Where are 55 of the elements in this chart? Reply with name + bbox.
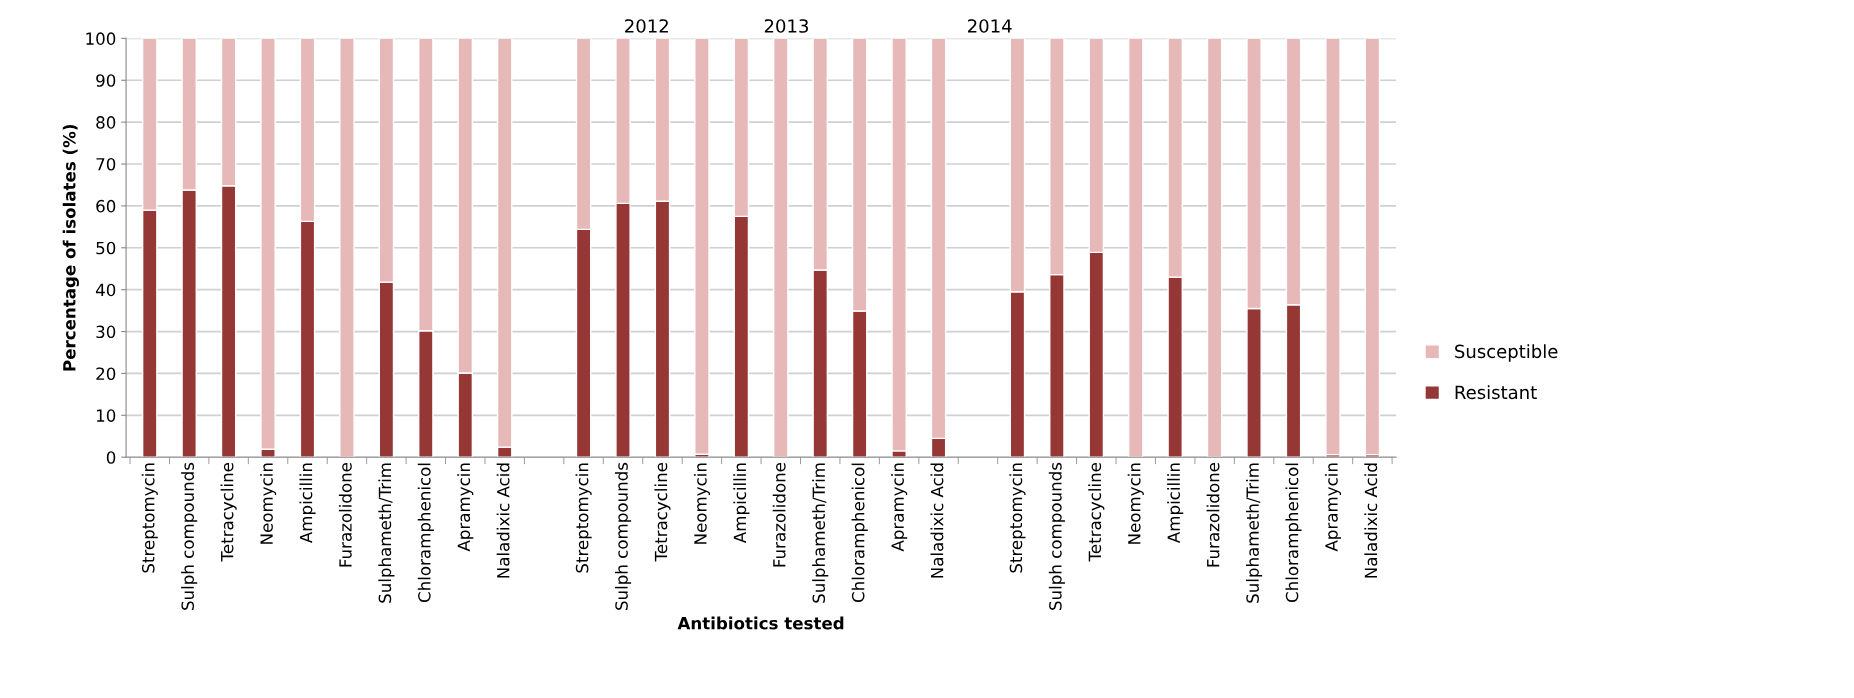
x-tick-label: Ampicillin	[733, 463, 750, 544]
bar	[339, 38, 355, 458]
text: 2013	[764, 19, 808, 33]
x-tick-label: Ampicillin	[1167, 463, 1184, 544]
x-tick-label: Neomycin	[259, 463, 277, 544]
y-tick-label: 100	[86, 32, 116, 45]
x-tick-label: Neomycin	[693, 463, 710, 544]
x-tick-label: Chloramphenicol	[851, 463, 868, 603]
x-tick-label: Furazolidone	[338, 462, 352, 567]
x-tick-label: Sulph compounds	[614, 462, 632, 610]
x-tick-label: Streptomycin	[141, 463, 158, 573]
y-tick-label: 70	[96, 157, 116, 171]
y-tick-label: 40	[95, 283, 116, 297]
bar	[1127, 38, 1144, 458]
x-tick-label: Sulphameth/Trim	[378, 463, 395, 603]
bar	[694, 38, 710, 455]
legend-label: Susceptible	[1455, 344, 1558, 362]
y-tick-label: 20	[96, 367, 116, 380]
x-tick-label: Sulph compounds	[1048, 462, 1065, 610]
x-tick-label: Ampicillin	[299, 463, 316, 544]
text: 2014	[968, 19, 1012, 33]
bar	[1364, 38, 1381, 456]
x-tick-label: Apramycin	[891, 463, 908, 552]
x-tick-label: Streptomycin	[575, 463, 592, 573]
x-tick-label: Naladixic Acid	[930, 463, 944, 578]
y-axis-title: Percentage of isolates (%)	[62, 124, 79, 371]
y-tick-label: 10	[96, 409, 116, 422]
x-tick-label: Sulphameth/Trim	[1246, 463, 1263, 603]
x-tick-label: Chloramphenicol	[417, 463, 434, 603]
bar	[1325, 38, 1341, 456]
x-tick-label: Tetracycline	[654, 462, 671, 562]
x-tick-label: Tetracycline	[1088, 462, 1105, 562]
x-tick-label: Streptomycin	[1009, 463, 1026, 573]
text: 2012	[625, 19, 668, 33]
y-tick-label: 80	[96, 116, 116, 129]
bar	[772, 38, 789, 458]
legend-label: Resistant	[1455, 385, 1537, 400]
x-tick-label: Naladixic Acid	[1364, 463, 1378, 578]
y-tick-label: 60	[96, 199, 116, 213]
y-tick-label: 50	[96, 241, 116, 255]
y-tick-label: 90	[96, 74, 116, 87]
x-tick-label: Chloramphenicol	[1285, 463, 1302, 603]
x-axis-title: Antibiotics tested	[677, 616, 844, 630]
y-tick-label: 0	[106, 451, 116, 464]
x-tick-label: Sulphameth/Trim	[812, 463, 829, 603]
bar	[1206, 38, 1223, 458]
x-tick-label: Neomycin	[1127, 463, 1144, 544]
x-tick-label: Furazolidone	[1206, 462, 1220, 567]
x-tick-label: Naladixic Acid	[496, 463, 510, 578]
x-tick-label: Apramycin	[1324, 463, 1342, 552]
x-tick-label: Tetracycline	[220, 462, 237, 562]
y-tick-label: 30	[96, 325, 116, 339]
x-tick-label: Apramycin	[457, 463, 474, 552]
x-tick-label: Furazolidone	[772, 462, 786, 567]
x-tick-label: Sulph compounds	[181, 462, 198, 610]
